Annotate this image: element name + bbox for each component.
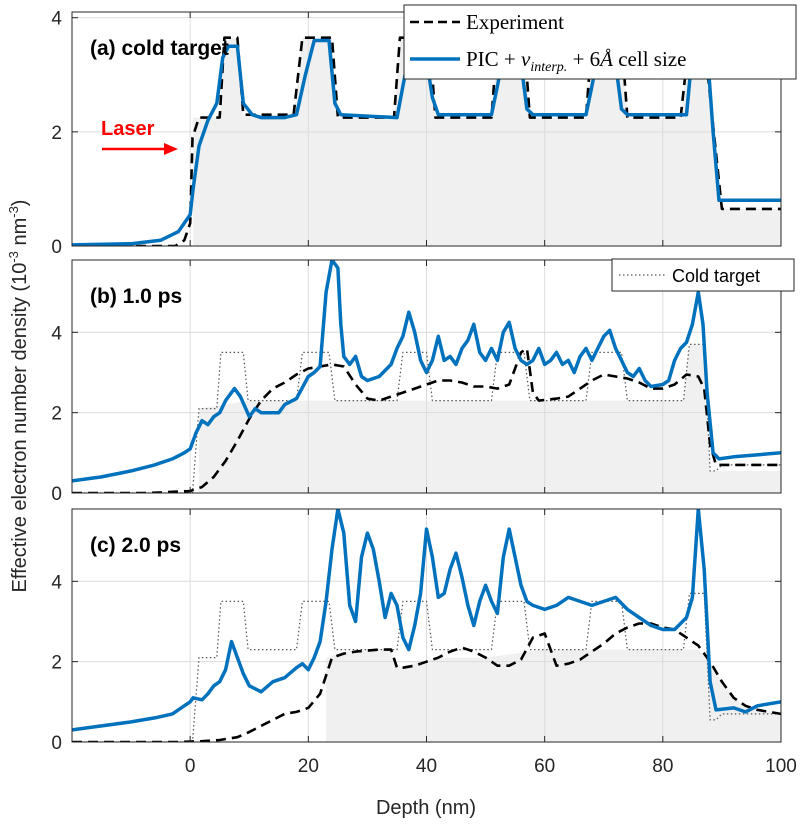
panel-b-y-tick-label-1: 2 [51,404,62,425]
legend-main-box [403,4,797,80]
panel-c: 0 2 4 (c) 2.0 ps [51,508,782,754]
legend-pic-nu: ν [521,47,531,71]
panel-a-target-fill [193,37,781,246]
panel-a-label: (a) cold target [90,37,229,60]
legend-pic-label: PIC + νinterp. + 6Å cell size [466,47,686,75]
panel-c-y-tick-label-1: 2 [51,653,62,674]
y-axis-title-mid: nm [9,218,31,251]
panel-b-y-tick-label-0: 0 [51,484,62,505]
panels: 0 2 4 (a) cold target 0 2 4 (b) 1.0 ps 0 2 4 (c) 2.… [51,9,796,777]
y-axis-title: Effective electron number density (10-3 … [6,200,31,593]
panel-b-y-tick-label-2: 4 [51,323,62,344]
panel-c-y-tick-label-2: 4 [51,572,62,593]
legend-cold: Cold target [611,258,795,292]
legend-pic-mid: + 6 [567,47,600,71]
panel-c-y-tick-label-0: 0 [51,733,62,754]
y-axis-title-exp1: -3 [6,251,21,263]
legend-pic-suffix: cell size [613,47,686,71]
panel-b-target-fill [199,344,781,493]
x-tick-label-2: 40 [416,756,437,777]
panel-c-target-fill [326,649,781,742]
y-axis-title-main: Effective electron number density (10 [9,263,31,593]
laser-label: Laser [101,118,155,140]
x-tick-label-5: 100 [765,756,797,777]
legend-pic-angstrom: Å [598,47,613,71]
legend-cold-label: Cold target [672,266,760,286]
panel-c-plot-area [72,509,781,742]
x-tick-label-0: 0 [185,756,196,777]
panel-b-experiment-line [72,347,781,493]
panel-b: 0 2 4 (b) 1.0 ps [51,259,782,505]
panel-a-pic-line [72,38,781,246]
x-axis-title: Depth (nm) [376,797,476,819]
panel-c-pic-line [72,509,781,732]
panel-b-label: (b) 1.0 ps [90,285,182,308]
x-tick-label-3: 60 [534,756,555,777]
panel-b-plot-area [72,260,781,493]
panel-a-experiment-line [72,36,781,246]
x-tick-label-1: 20 [298,756,319,777]
legend-cold-box [611,258,795,292]
panel-b-pic-line [72,260,781,483]
laser-annotation: Laser [101,118,178,155]
legend-main: Experiment PIC + νinterp. + 6Å cell size [403,4,797,80]
panel-a-y-tick-label-1: 2 [51,123,62,144]
panel-a-y-tick-label-0: 0 [51,237,62,258]
panel-c-label: (c) 2.0 ps [90,534,181,557]
y-axis-title-end: ) [9,200,31,207]
legend-experiment-label: Experiment [466,10,564,34]
legend-pic-prefix: PIC + [466,47,521,71]
panel-a-y-tick-label-2: 4 [51,9,62,30]
y-axis-title-exp2: -3 [6,206,21,218]
x-tick-label-4: 80 [652,756,673,777]
laser-arrow-head [164,143,178,155]
legend-pic-sub: interp. [530,60,567,75]
